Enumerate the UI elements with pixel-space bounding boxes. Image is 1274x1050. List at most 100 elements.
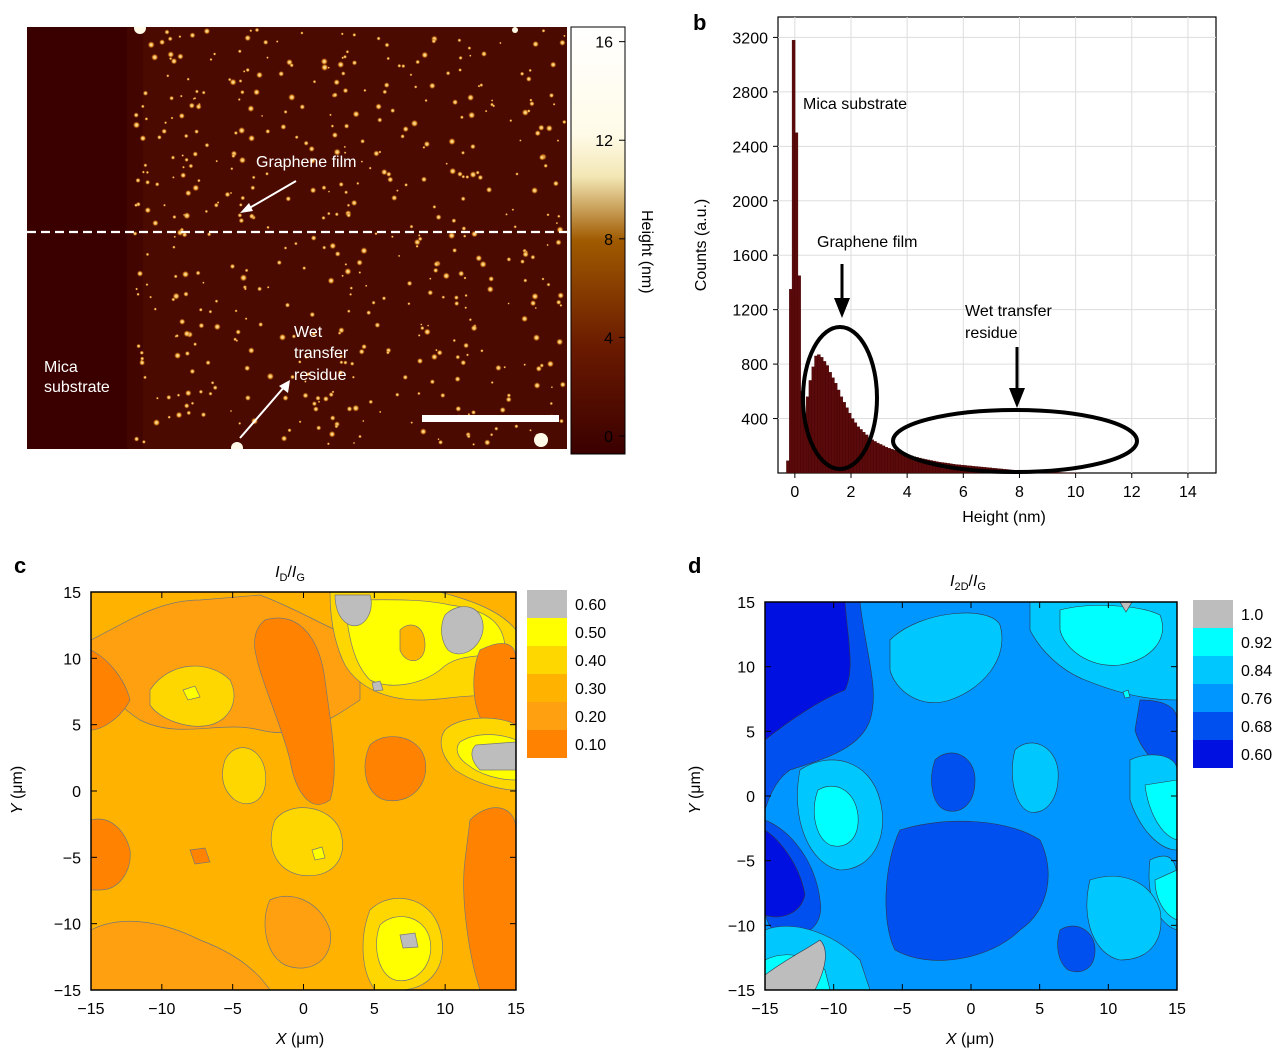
afm-particle	[206, 232, 212, 237]
afm-particle	[470, 143, 476, 150]
afm-particle	[549, 61, 557, 68]
afm-particle	[136, 343, 142, 349]
afm-particle	[410, 119, 419, 128]
afm-particle	[317, 400, 321, 404]
afm-particle	[244, 365, 251, 372]
afm-particle	[505, 213, 508, 216]
annot-wet-1: Wet	[294, 324, 323, 341]
afm-particle	[529, 300, 537, 307]
afm-particle	[180, 172, 187, 179]
afm-particle	[297, 360, 302, 364]
afm-particle	[210, 380, 215, 385]
afm-particle	[445, 70, 451, 76]
afm-particle	[240, 195, 246, 201]
afm-particle	[214, 299, 219, 304]
afm-particle	[184, 157, 189, 163]
annot-mica-2: substrate	[44, 379, 110, 396]
afm-particle	[520, 259, 525, 265]
afm-particle	[432, 204, 437, 209]
afm-particle	[212, 385, 218, 391]
afm-particle	[258, 321, 264, 328]
afm-particle	[309, 157, 316, 164]
y-tick-label: 0	[72, 784, 81, 801]
colorbar-ticks: 0 4 8 12 16	[595, 35, 625, 446]
afm-particle	[329, 242, 337, 250]
afm-particle	[499, 41, 502, 45]
afm-particle	[363, 88, 367, 93]
afm-particle	[256, 71, 263, 79]
afm-particle	[265, 128, 271, 134]
afm-particle	[184, 350, 191, 357]
x-tick-label: −5	[893, 1001, 911, 1018]
afm-particle	[428, 82, 436, 90]
annot-wet-3: residue	[294, 367, 347, 384]
afm-particle	[229, 191, 233, 195]
afm-particle	[159, 39, 166, 46]
afm-particle	[266, 372, 275, 381]
afm-particle	[515, 172, 519, 176]
histogram-bar	[890, 449, 894, 474]
afm-particle	[356, 181, 360, 186]
afm-particle	[470, 324, 478, 332]
y-tick-label: 2400	[732, 139, 768, 156]
afm-particle	[183, 402, 190, 409]
afm-particle	[529, 100, 535, 107]
afm-particle	[507, 302, 510, 305]
legend-swatch	[527, 618, 567, 646]
afm-particle	[489, 432, 494, 437]
afm-particle	[460, 196, 466, 202]
afm-particle	[338, 181, 344, 188]
afm-particle	[402, 374, 409, 381]
y-tick-label: −5	[63, 850, 81, 867]
afm-particle	[458, 68, 463, 72]
afm-particle	[337, 61, 345, 69]
afm-particle	[238, 202, 243, 207]
x-tick-label: 4	[903, 484, 912, 501]
afm-particle	[174, 352, 182, 360]
afm-particle	[204, 209, 209, 214]
afm-particle	[177, 53, 184, 60]
legend-swatch	[1193, 740, 1233, 768]
afm-particle	[387, 176, 394, 183]
colorbar-label: Height (nm)	[638, 210, 655, 294]
afm-particle	[169, 95, 175, 101]
afm-particle	[198, 307, 203, 312]
afm-particle	[321, 185, 327, 191]
afm-particle	[322, 245, 327, 250]
afm-particle	[155, 396, 159, 400]
afm-particle	[304, 380, 307, 383]
afm-particle	[360, 160, 364, 163]
afm-particle	[179, 94, 183, 98]
afm-particle	[457, 171, 463, 178]
afm-particle	[173, 235, 177, 239]
afm-particle	[382, 89, 388, 95]
afm-particle	[144, 117, 149, 121]
afm-particle	[462, 234, 467, 238]
afm-particle	[523, 278, 528, 283]
x-tick-label: 10	[1099, 1001, 1117, 1018]
afm-particle	[523, 363, 527, 367]
afm-particle	[519, 71, 525, 77]
afm-particle	[188, 163, 194, 169]
afm-particle	[346, 309, 351, 314]
afm-particle	[337, 370, 344, 376]
afm-particle	[144, 206, 152, 214]
afm-particle	[404, 182, 409, 187]
afm-particle	[339, 360, 344, 365]
afm-particle	[455, 354, 461, 360]
afm-particle	[479, 83, 484, 88]
afm-particle	[490, 380, 494, 385]
afm-particle	[346, 405, 353, 412]
afm-particle	[331, 131, 339, 139]
y-axis-label-c: Y (μm)	[9, 766, 26, 814]
histogram-bar	[845, 407, 849, 474]
afm-particle	[435, 348, 438, 352]
afm-particle	[197, 178, 201, 183]
legend-label: 0.10	[575, 737, 606, 754]
y-tick-label: −10	[54, 917, 81, 934]
afm-particle	[368, 399, 374, 405]
histogram-bar	[856, 426, 860, 474]
histogram-bar	[811, 366, 815, 474]
chart-title-d: I2D/IG	[950, 573, 986, 593]
x-tick-label: 0	[967, 1001, 976, 1018]
